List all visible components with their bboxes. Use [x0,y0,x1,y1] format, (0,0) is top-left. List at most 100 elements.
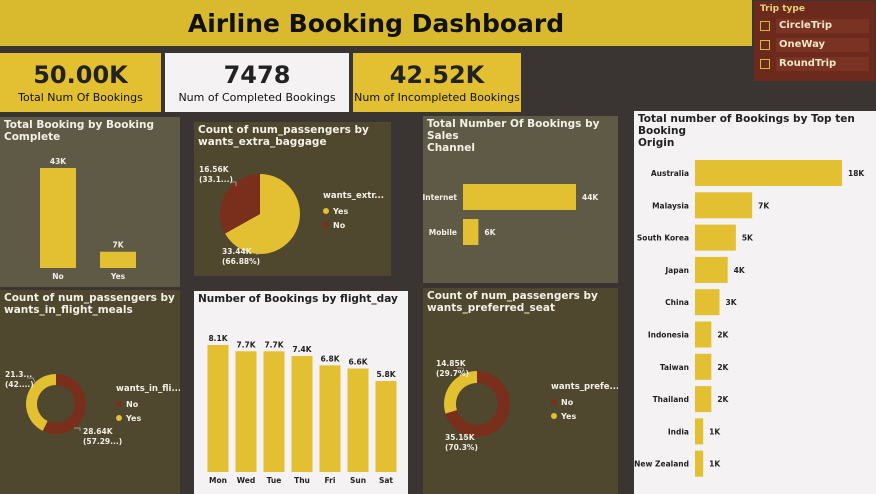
panel-title: Count of num_passengers by wants_extra_b… [198,124,369,148]
checkbox-icon[interactable] [760,39,770,50]
data-label: (29.7%) [436,369,469,378]
data-label: 21.3... [5,370,32,379]
kpi-caption: Num of Incompleted Bookings [354,91,520,104]
data-label: 1K [709,427,721,436]
slicer-option-oneway[interactable]: OneWay [760,36,869,53]
data-label: 18K [848,169,865,178]
panel-flight-meals[interactable]: Count of num_passengers by wants_in_flig… [0,290,180,494]
dashboard-title: Airline Booking Dashboard [187,8,565,38]
data-label: 7K [112,241,124,250]
bar [347,368,369,472]
panel-extra-baggage[interactable]: Count of num_passengers by wants_extra_b… [194,122,391,276]
legend-item: Yes [560,412,576,421]
panel-flight-day[interactable]: Number of Bookings by flight_day 8.1K Mon… [194,291,408,494]
legend-marker [323,208,329,214]
bar [695,353,712,380]
tick-label: Japan [664,266,689,275]
tick-label: Wed [237,476,255,485]
pie-slice [220,174,260,234]
legend-title: wants_extr... [323,191,384,201]
legend-marker [116,401,122,407]
tick-label: No [52,272,63,281]
leader-line [256,250,259,255]
panel-sales-channel[interactable]: Total Number Of Bookings by Sales Channe… [423,116,618,283]
leader-line [74,427,81,431]
leader-line [231,181,237,186]
panel-top-origin[interactable]: Total number of Bookings by Top ten Book… [634,111,876,494]
panel-title-line: Channel [427,142,475,154]
leader-line [460,433,468,439]
tick-label: Australia [651,169,689,178]
kpi-incompleted-bookings: 42.52K Num of Incompleted Bookings [353,53,521,112]
pie-slice [25,374,56,431]
tick-label: New Zealand [634,460,689,469]
slicer-option-label: CircleTrip [776,18,869,33]
bar [463,184,576,210]
bar [695,160,842,186]
tick-label: Indonesia [648,331,689,340]
legend-marker [551,399,557,405]
panel-title: Total number of Bookings by Top ten Book… [638,113,876,149]
legend-item: Yes [332,207,348,216]
panel-title-line: wants_extra_baggage [198,136,327,148]
legend-title: wants_prefe... [551,382,618,392]
data-label: (42....) [5,380,34,389]
data-label: 2K [717,363,729,372]
legend-item: No [561,398,574,407]
legend-item: Yes [125,414,141,423]
bar [291,355,313,472]
extra-baggage-chart: 33.44K(66.88%) 16.56K(33.1...) wants_extr.… [199,165,384,266]
tick-label: Mon [209,476,227,485]
data-label: 5.8K [376,370,396,379]
tick-label: South Korea [637,234,689,243]
tick-label: Thailand [653,395,689,404]
pie-slice [444,371,477,414]
kpi-value: 7478 [223,61,291,89]
kpi-caption: Num of Completed Bookings [178,91,336,104]
panel-title-line: Count of num_passengers by [427,290,598,302]
tick-label: Thu [294,476,310,485]
kpi-caption: Total Num Of Bookings [18,91,143,104]
legend-marker [323,222,329,228]
checkbox-icon[interactable] [760,20,770,31]
tick-label: Tue [267,476,282,485]
panel-booking-complete[interactable]: Total Booking by Booking Complete 43K No 7… [0,117,180,287]
data-label: 35.15K [445,433,476,442]
panel-preferred-seat[interactable]: Count of num_passengers by wants_preferr… [423,288,618,494]
checkbox-icon[interactable] [760,58,770,69]
data-label: 14.85K [436,359,467,368]
panel-title-line: Total Booking by Booking [4,119,155,131]
bar [695,289,720,316]
legend-item: No [126,400,139,409]
panel-title: Total Booking by Booking Complete [4,119,154,143]
trip-type-slicer[interactable]: Trip type CircleTrip OneWay RoundTrip [753,0,876,82]
panel-title-line: wants_in_flight_meals [4,304,133,316]
slicer-option-label: RoundTrip [776,56,869,71]
flight-meals-chart: 28.64K(57.29...) 21.3...(42....) wants_in_… [5,370,180,446]
legend-title: wants_in_fli... [116,384,180,394]
data-label: 33.44K [222,247,253,256]
data-label: (33.1...) [199,175,233,184]
tick-label: China [665,298,689,307]
panel-title-line: wants_preferred_seat [427,302,556,314]
bar [100,251,136,268]
pie-slice [445,371,510,437]
slicer-option-roundtrip[interactable]: RoundTrip [760,55,869,72]
panel-title-line: Origin [638,137,675,149]
data-label: 8.1K [208,334,228,343]
slicer-option-circletrip[interactable]: CircleTrip [760,17,869,34]
bar [463,219,479,245]
panel-title: Count of num_passengers by wants_preferr… [427,290,598,314]
tick-label: Sat [379,476,393,485]
tick-label: Sun [350,476,366,485]
panel-title-line: Number of Bookings by flight_day [198,293,398,305]
bar [695,418,704,445]
bar [695,256,728,283]
preferred-seat-chart: 35.15K(70.3%) 14.85K(29.7%) wants_prefe...… [436,359,618,452]
data-label: (66.88%) [222,257,260,266]
bar [263,351,285,472]
booking-complete-chart: 43K No 7K Yes [40,157,136,281]
panel-title-line: Count of num_passengers by [198,124,369,136]
data-label: 43K [50,157,67,166]
legend-marker [116,415,122,421]
